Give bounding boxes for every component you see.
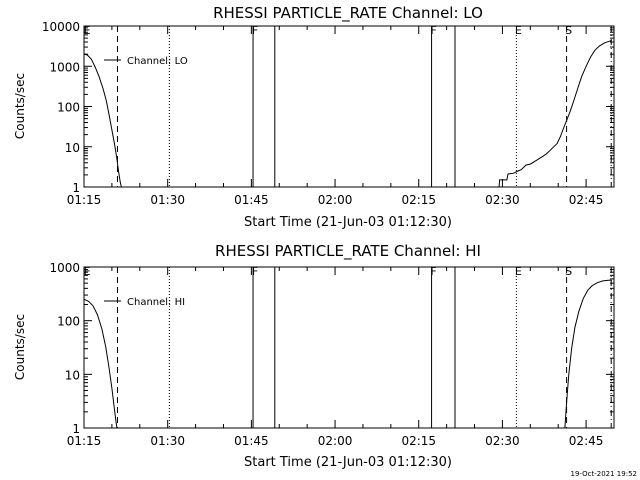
y-tick-label: 100: [57, 315, 80, 329]
plot-area-hi: 1 10 100 1000 01:15 01:30 01:45 02:00 02:15 02:30…: [49, 261, 615, 448]
plot-frame: [83, 266, 615, 429]
x-tick-label: 01:45: [234, 434, 269, 448]
event-marker-label: E: [515, 24, 522, 37]
x-tick-label: 02:00: [318, 193, 353, 207]
x-tick-label: 02:15: [401, 193, 436, 207]
event-marker-label: F: [252, 24, 258, 37]
y-tick-label: 10000: [42, 20, 80, 34]
x-tick-label: 01:30: [150, 193, 185, 207]
panel-hi: RHESSI PARTICLE_RATE Channel: HI Counts/…: [13, 242, 615, 470]
y-tick-label: 1000: [49, 261, 80, 275]
legend-label: Channel: LO: [127, 56, 188, 67]
y-axis-label-hi: Counts/sec: [13, 314, 27, 380]
event-marker-label: F: [252, 265, 258, 278]
x-tick-label: 02:45: [569, 434, 604, 448]
series-line: [564, 279, 612, 429]
x-tick-label: 02:30: [485, 434, 520, 448]
event-marker-label: F: [430, 265, 436, 278]
event-marker-label: E: [515, 265, 522, 278]
x-tick-label: 01:30: [150, 434, 185, 448]
event-marker-label: F: [430, 24, 436, 37]
series-line: [83, 53, 122, 188]
x-axis-label-hi: Start Time (21-Jun-03 01:12:30): [244, 455, 452, 470]
x-tick-label: 01:45: [234, 193, 269, 207]
legend-label: Channel: HI: [127, 297, 185, 308]
plot-frame: [83, 25, 615, 188]
footer-timestamp: 19-Oct-2021 19:52: [571, 470, 637, 478]
event-marker-label: S: [565, 265, 572, 278]
plot-area-lo: 1 10 100 1000 10000 01:15 01:30 01:45 02:00 02:15…: [42, 20, 615, 207]
x-tick-label: 01:15: [67, 193, 102, 207]
x-tick-label: 01:15: [67, 434, 102, 448]
x-tick-label: 02:45: [569, 193, 604, 207]
x-tick-label: 02:30: [485, 193, 520, 207]
x-axis-label-lo: Start Time (21-Jun-03 01:12:30): [244, 215, 452, 230]
y-tick-label: 10: [65, 368, 80, 382]
x-tick-label: 02:00: [318, 434, 353, 448]
y-axis-label-lo: Counts/sec: [13, 73, 27, 139]
series-line: [83, 298, 118, 429]
series-line: [498, 39, 612, 188]
x-tick-label: 02:15: [401, 434, 436, 448]
event-marker-label: E: [84, 265, 91, 278]
chart-title-lo: RHESSI PARTICLE_RATE Channel: LO: [213, 4, 483, 23]
y-tick-label: 1000: [49, 60, 80, 74]
y-tick-label: 100: [57, 101, 80, 115]
event-marker-label: S: [565, 24, 572, 37]
event-marker-label: E: [84, 24, 91, 37]
y-tick-label: 1: [72, 422, 80, 436]
chart-title-hi: RHESSI PARTICLE_RATE Channel: HI: [215, 242, 481, 261]
y-tick-label: 10: [65, 141, 80, 155]
y-tick-label: 1: [72, 181, 80, 195]
panel-lo: RHESSI PARTICLE_RATE Channel: LO Counts/…: [13, 4, 615, 230]
